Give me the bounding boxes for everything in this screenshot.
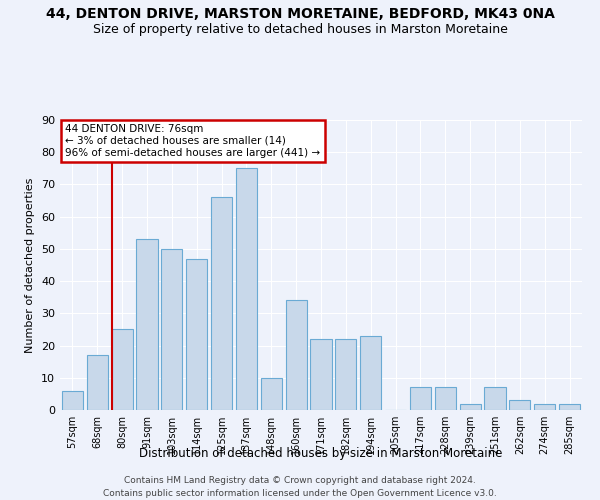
Bar	[310, 339, 332, 410]
Bar	[410, 388, 431, 410]
Text: 44 DENTON DRIVE: 76sqm
← 3% of detached houses are smaller (14)
96% of semi-deta: 44 DENTON DRIVE: 76sqm ← 3% of detached …	[65, 124, 320, 158]
Bar	[335, 339, 356, 410]
Bar	[534, 404, 555, 410]
Bar	[286, 300, 307, 410]
Bar	[559, 404, 580, 410]
Bar	[62, 390, 83, 410]
Bar	[236, 168, 257, 410]
Bar	[435, 388, 456, 410]
Bar	[161, 249, 182, 410]
Bar	[211, 198, 232, 410]
Bar	[360, 336, 381, 410]
Bar	[87, 355, 108, 410]
Bar	[484, 388, 506, 410]
Text: Contains HM Land Registry data © Crown copyright and database right 2024.: Contains HM Land Registry data © Crown c…	[124, 476, 476, 485]
Bar	[112, 330, 133, 410]
Text: Distribution of detached houses by size in Marston Moretaine: Distribution of detached houses by size …	[139, 448, 503, 460]
Text: 44, DENTON DRIVE, MARSTON MORETAINE, BEDFORD, MK43 0NA: 44, DENTON DRIVE, MARSTON MORETAINE, BED…	[46, 8, 554, 22]
Bar	[460, 404, 481, 410]
Text: Contains public sector information licensed under the Open Government Licence v3: Contains public sector information licen…	[103, 489, 497, 498]
Bar	[261, 378, 282, 410]
Y-axis label: Number of detached properties: Number of detached properties	[25, 178, 35, 352]
Bar	[136, 239, 158, 410]
Bar	[509, 400, 530, 410]
Bar	[186, 258, 207, 410]
Text: Size of property relative to detached houses in Marston Moretaine: Size of property relative to detached ho…	[92, 22, 508, 36]
